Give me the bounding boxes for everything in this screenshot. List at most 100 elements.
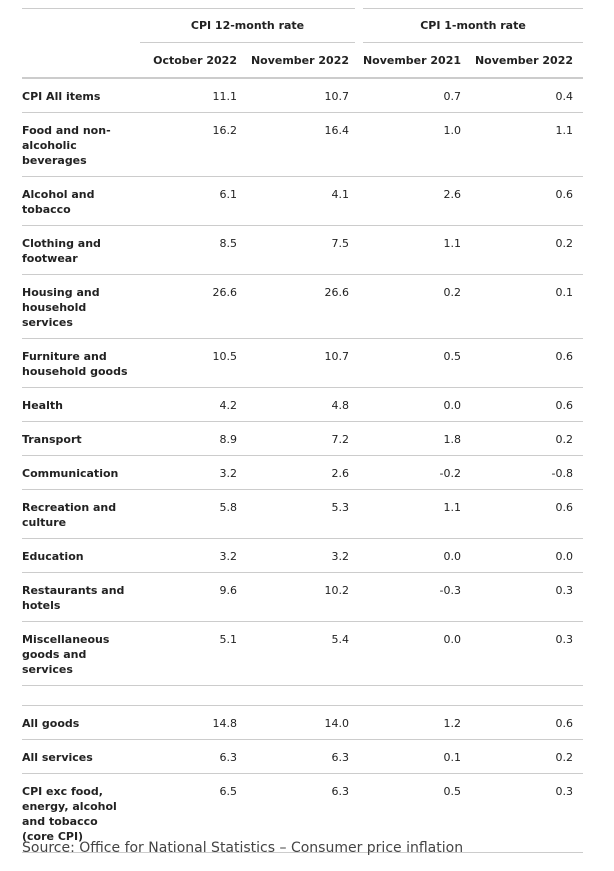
cell-value: 6.5: [140, 773, 247, 853]
group-header: CPI 1-month rate: [355, 8, 584, 43]
cell-value: 4.1: [247, 176, 360, 226]
row-label: Restaurants and hotels: [22, 572, 140, 622]
cell-value: 0.6: [471, 176, 584, 226]
cell-value: 0.6: [471, 387, 584, 422]
cell-value: 0.0: [471, 538, 584, 573]
column-header: November 2022: [471, 42, 584, 79]
cell-value: 0.0: [359, 387, 472, 422]
cell-value: 8.5: [140, 225, 247, 275]
cell-value: 1.1: [359, 225, 472, 275]
cell-value: 5.8: [140, 489, 247, 539]
cell-value: 0.4: [471, 78, 584, 113]
cell-value: 1.2: [359, 705, 472, 740]
cell-value: 0.0: [359, 621, 472, 686]
cell-value: 0.2: [359, 274, 472, 339]
cell-value: 9.6: [140, 572, 247, 622]
cell-value: 26.6: [247, 274, 360, 339]
row-label: All services: [22, 739, 140, 774]
cell-value: 0.2: [471, 225, 584, 275]
table-row: All services 6.3 6.3 0.1 0.2: [22, 739, 584, 774]
table-row: Miscellaneous goods and services 5.1 5.4 0.…: [22, 621, 584, 686]
cell-value: 10.5: [140, 338, 247, 388]
cell-value: 0.1: [471, 274, 584, 339]
cell-value: 1.1: [471, 112, 584, 177]
cell-value: 0.5: [359, 773, 472, 853]
cell-value: 0.3: [471, 572, 584, 622]
column-header: October 2022: [140, 42, 247, 79]
table-row: Communication 3.2 2.6 -0.2 -0.8: [22, 455, 584, 490]
spacer-row: [22, 685, 584, 706]
column-header-row: October 2022 November 2022 November 2021…: [22, 42, 584, 79]
cell-value: -0.3: [359, 572, 472, 622]
row-label: Recreation and culture: [22, 489, 140, 539]
cell-value: 3.2: [140, 455, 247, 490]
spacer-cell: [22, 685, 584, 706]
cell-value: 4.8: [247, 387, 360, 422]
cell-value: 0.6: [471, 489, 584, 539]
cell-value: 10.7: [247, 338, 360, 388]
cell-value: 5.1: [140, 621, 247, 686]
table-row: Recreation and culture 5.8 5.3 1.1 0.6: [22, 489, 584, 539]
cell-value: 5.4: [247, 621, 360, 686]
row-label: Transport: [22, 421, 140, 456]
cell-value: 1.1: [359, 489, 472, 539]
cell-value: 0.2: [471, 421, 584, 456]
table-row: Education 3.2 3.2 0.0 0.0: [22, 538, 584, 573]
cpi-table: CPI 12-month rate CPI 1-month rate Octob…: [22, 8, 584, 853]
cell-value: 6.3: [247, 773, 360, 853]
table-row: CPI All items 11.1 10.7 0.7 0.4: [22, 78, 584, 113]
cell-value: 11.1: [140, 78, 247, 113]
column-header: November 2021: [359, 42, 472, 79]
cell-value: 8.9: [140, 421, 247, 456]
row-label: Health: [22, 387, 140, 422]
row-label: Communication: [22, 455, 140, 490]
cell-value: 0.3: [471, 621, 584, 686]
cell-value: 3.2: [247, 538, 360, 573]
cell-value: 7.2: [247, 421, 360, 456]
cell-value: 6.3: [140, 739, 247, 774]
row-label: All goods: [22, 705, 140, 740]
cell-value: 3.2: [140, 538, 247, 573]
row-label: Housing and household services: [22, 274, 140, 339]
cell-value: 16.4: [247, 112, 360, 177]
cell-value: 1.8: [359, 421, 472, 456]
table-row: Furniture and household goods 10.5 10.7 0.5…: [22, 338, 584, 388]
empty-header: [22, 8, 140, 43]
cell-value: 2.6: [359, 176, 472, 226]
table-row: Transport 8.9 7.2 1.8 0.2: [22, 421, 584, 456]
table-wrapper: CPI 12-month rate CPI 1-month rate Octob…: [22, 8, 584, 853]
cell-value: 0.1: [359, 739, 472, 774]
row-label: Alcohol and tobacco: [22, 176, 140, 226]
cell-value: 2.6: [247, 455, 360, 490]
row-label: Clothing and footwear: [22, 225, 140, 275]
cell-value: 14.8: [140, 705, 247, 740]
row-label: Food and non-alcoholic beverages: [22, 112, 140, 177]
row-label: CPI All items: [22, 78, 140, 113]
cell-value: 1.0: [359, 112, 472, 177]
table-row: Clothing and footwear 8.5 7.5 1.1 0.2: [22, 225, 584, 275]
table-row: Housing and household services 26.6 26.6 0.…: [22, 274, 584, 339]
source-note: Source: Office for National Statistics –…: [22, 840, 464, 856]
cell-value: 10.2: [247, 572, 360, 622]
cell-value: 0.3: [471, 773, 584, 853]
cell-value: 0.6: [471, 705, 584, 740]
table-body: CPI All items 11.1 10.7 0.7 0.4 Food and non-…: [22, 78, 584, 853]
cell-value: 7.5: [247, 225, 360, 275]
cell-value: -0.2: [359, 455, 472, 490]
group-header-row: CPI 12-month rate CPI 1-month rate: [22, 8, 584, 43]
row-label: Furniture and household goods: [22, 338, 140, 388]
cell-value: 4.2: [140, 387, 247, 422]
table-row: Alcohol and tobacco 6.1 4.1 2.6 0.6: [22, 176, 584, 226]
cell-value: 10.7: [247, 78, 360, 113]
row-label: Education: [22, 538, 140, 573]
row-label: CPI exc food, energy, alcohol and tobacc…: [22, 773, 140, 853]
table-row: Health 4.2 4.8 0.0 0.6: [22, 387, 584, 422]
cell-value: 0.0: [359, 538, 472, 573]
column-header: November 2022: [247, 42, 360, 79]
group-header: CPI 12-month rate: [140, 8, 364, 43]
cell-value: 5.3: [247, 489, 360, 539]
empty-header: [22, 42, 140, 79]
cell-value: 26.6: [140, 274, 247, 339]
cell-value: 16.2: [140, 112, 247, 177]
